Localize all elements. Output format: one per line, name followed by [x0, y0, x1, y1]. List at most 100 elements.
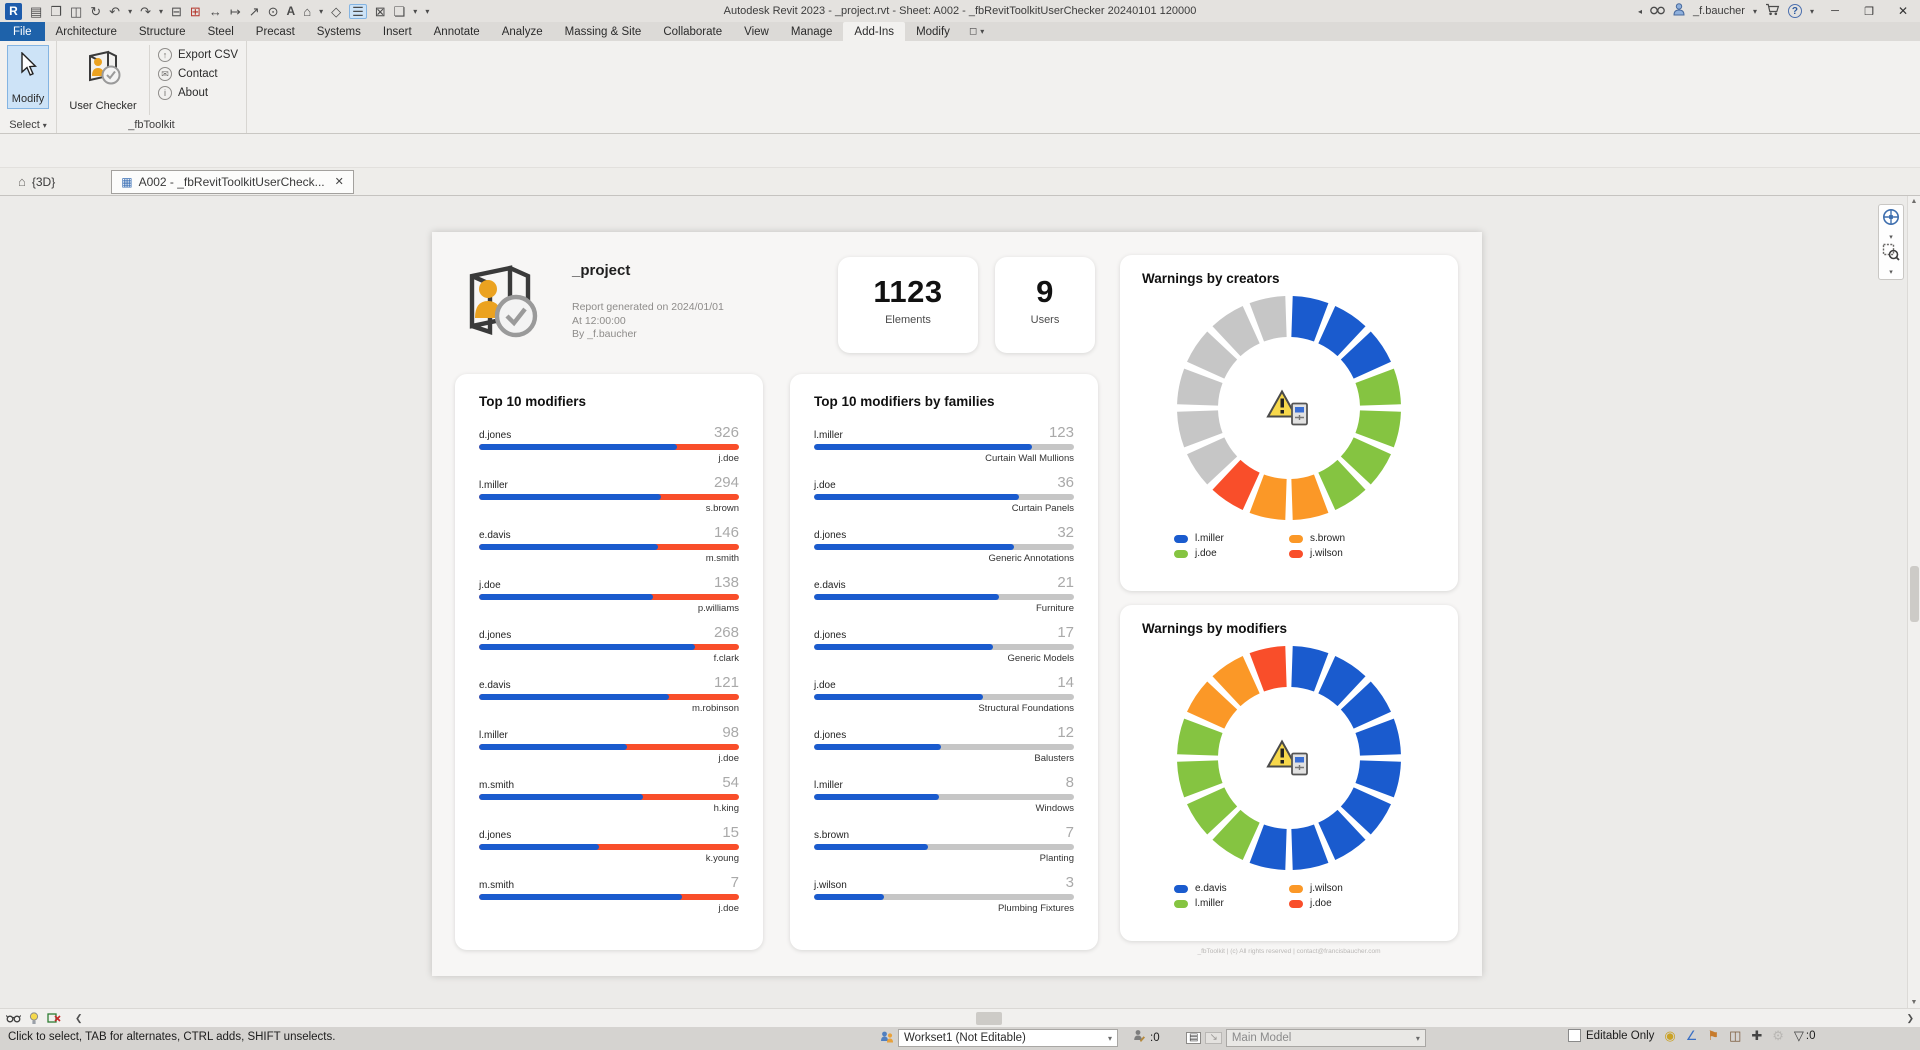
design-option-dropdown[interactable]: Main Model ▾: [1225, 1029, 1426, 1047]
ribbon-tab-manage[interactable]: Manage: [790, 26, 833, 38]
ribbon-tab-file[interactable]: File: [0, 22, 45, 41]
ribbon-tab-view[interactable]: View: [744, 26, 769, 38]
contact-button[interactable]: ✉ Contact: [158, 67, 238, 81]
zoom-caret-icon[interactable]: ▾: [1889, 269, 1893, 276]
text-icon[interactable]: A: [286, 4, 296, 18]
about-button[interactable]: i About: [158, 86, 238, 100]
ribbon-tab-add-ins[interactable]: Add-Ins: [843, 22, 906, 41]
ribbon-tab-bar: File Architecture Structure Steel Precast Sys…: [0, 22, 1920, 41]
legend-item: l.miller: [1174, 898, 1289, 909]
bar-user-label: s.brown: [814, 830, 850, 841]
worksets-icon[interactable]: [880, 1030, 894, 1047]
design-options-icon[interactable]: ▤: [1186, 1032, 1202, 1044]
user-icon[interactable]: [1673, 3, 1685, 19]
design-option-caret-icon: ▾: [1415, 1033, 1420, 1043]
select-underlay-icon[interactable]: ∠: [1685, 1028, 1698, 1043]
editable-only-checkbox[interactable]: [1568, 1029, 1581, 1042]
select-links-icon[interactable]: ◉: [1664, 1028, 1676, 1043]
active-workset-icon[interactable]: [1133, 1029, 1146, 1046]
ribbon-tab-steel[interactable]: Steel: [207, 26, 234, 38]
undo-caret[interactable]: ▾: [128, 6, 133, 16]
view-tab-3d[interactable]: ⌂ {3D}: [6, 170, 67, 193]
collapse-icon[interactable]: ◂: [1637, 6, 1642, 16]
temporary-hide-glasses-icon[interactable]: [6, 1013, 21, 1023]
help-caret-icon[interactable]: ▾: [1809, 6, 1814, 16]
modify-button[interactable]: Modify: [7, 45, 49, 109]
search-icon[interactable]: [1650, 4, 1665, 18]
switch-windows-icon[interactable]: ❏: [393, 3, 406, 19]
scroll-left-icon[interactable]: ❮: [75, 1012, 83, 1023]
ribbon-tab-architecture[interactable]: Architecture: [55, 26, 117, 38]
scroll-right-icon[interactable]: ❯: [1906, 1012, 1914, 1023]
select-by-face-icon[interactable]: ◫: [1729, 1028, 1742, 1043]
horizontal-scroll-track[interactable]: [89, 1009, 1901, 1027]
ribbon-tab-analyze[interactable]: Analyze: [501, 26, 543, 38]
save-icon[interactable]: ◫: [69, 3, 83, 19]
view-tab-active-sheet[interactable]: ▦ A002 - _fbRevitToolkitUserCheck... ✕: [111, 169, 354, 194]
zoom-region-icon[interactable]: [1882, 243, 1900, 266]
reveal-hidden-lightbulb-icon[interactable]: [29, 1011, 39, 1025]
ribbon-tab-massing-site[interactable]: Massing & Site: [564, 26, 642, 38]
customize-caret[interactable]: ▾: [425, 6, 430, 16]
tab-close-icon[interactable]: ✕: [334, 176, 344, 188]
select-panel-label[interactable]: Select: [0, 119, 56, 131]
ribbon-tab-collaborate[interactable]: Collaborate: [663, 26, 723, 38]
elements-count: 1123: [873, 274, 943, 309]
bar-secondary-label: Balusters: [1034, 753, 1074, 764]
tag-icon[interactable]: ⊙: [267, 3, 279, 19]
donut-chart: [1173, 292, 1405, 529]
home-3d-icon[interactable]: ⌂: [303, 3, 312, 19]
restore-button[interactable]: ❐: [1864, 5, 1874, 18]
bar-secondary-label: Planting: [1039, 853, 1074, 864]
scale-icon[interactable]: ↗: [248, 3, 260, 19]
worksharing-display-icon[interactable]: [47, 1012, 61, 1024]
user-caret-icon[interactable]: ▾: [1752, 6, 1757, 16]
donut-segment: [1291, 474, 1329, 520]
scroll-up-icon[interactable]: ▲: [1910, 198, 1918, 205]
steering-wheel-icon[interactable]: [1882, 208, 1900, 231]
close-hidden-icon[interactable]: ⊠: [374, 3, 386, 19]
open-icon[interactable]: ❐: [50, 3, 62, 19]
user-checker-button[interactable]: User Checker: [57, 45, 149, 115]
measure-icon[interactable]: ↔: [208, 3, 222, 19]
ribbon-display-toggle[interactable]: ◻ ▾: [961, 22, 992, 41]
legend-item: l.miller: [1174, 533, 1289, 544]
redo-icon[interactable]: ↷: [140, 3, 151, 19]
bar-user-label: j.doe: [479, 580, 501, 591]
ribbon-tab-modify[interactable]: Modify: [916, 26, 950, 38]
horizontal-scroll-thumb[interactable]: [976, 1012, 1003, 1025]
undo-icon[interactable]: ↶: [109, 3, 121, 19]
vertical-scroll-thumb[interactable]: [1910, 566, 1919, 622]
export-pdf-icon[interactable]: ⊞: [189, 3, 201, 19]
home-caret[interactable]: ▾: [319, 6, 324, 16]
dimension-icon[interactable]: ↦: [229, 3, 241, 19]
export-csv-button[interactable]: ↑ Export CSV: [158, 48, 238, 62]
ribbon-tab-annotate[interactable]: Annotate: [433, 26, 480, 38]
redo-caret[interactable]: ▾: [158, 6, 163, 16]
ribbon-tab-systems[interactable]: Systems: [316, 26, 361, 38]
minimize-button[interactable]: ─: [1831, 5, 1839, 17]
app-store-cart-icon[interactable]: [1765, 3, 1780, 19]
workset-dropdown[interactable]: Workset1 (Not Editable) ▾: [898, 1029, 1118, 1047]
print-icon[interactable]: ⊟: [171, 3, 182, 19]
ribbon-tab-insert[interactable]: Insert: [382, 26, 412, 38]
section-icon[interactable]: ◇: [331, 3, 342, 19]
signed-in-user[interactable]: _f.baucher: [1692, 5, 1745, 17]
ribbon-tab-precast[interactable]: Precast: [255, 26, 295, 38]
revit-logo[interactable]: R: [5, 2, 22, 20]
sync-icon[interactable]: ↻: [90, 3, 102, 19]
switch-caret[interactable]: ▾: [413, 6, 418, 16]
gear-icon[interactable]: ⚙: [1772, 1028, 1784, 1043]
select-pinned-icon[interactable]: ⚑: [1707, 1028, 1720, 1043]
wheel-caret-icon[interactable]: ▾: [1889, 234, 1893, 241]
close-button[interactable]: ✕: [1897, 4, 1909, 18]
drag-elements-icon[interactable]: ✚: [1751, 1028, 1763, 1043]
properties-icon[interactable]: ▤: [30, 3, 43, 19]
ribbon-tab-structure[interactable]: Structure: [138, 26, 186, 38]
filter-icon[interactable]: ▽: [1793, 1028, 1804, 1043]
help-icon[interactable]: ?: [1787, 4, 1802, 18]
scroll-down-icon[interactable]: ▼: [1910, 999, 1918, 1006]
vertical-scrollbar[interactable]: ▲ ▼: [1907, 196, 1920, 1008]
bar-value: 294: [713, 474, 739, 491]
thin-lines-icon[interactable]: ☰: [349, 3, 367, 19]
